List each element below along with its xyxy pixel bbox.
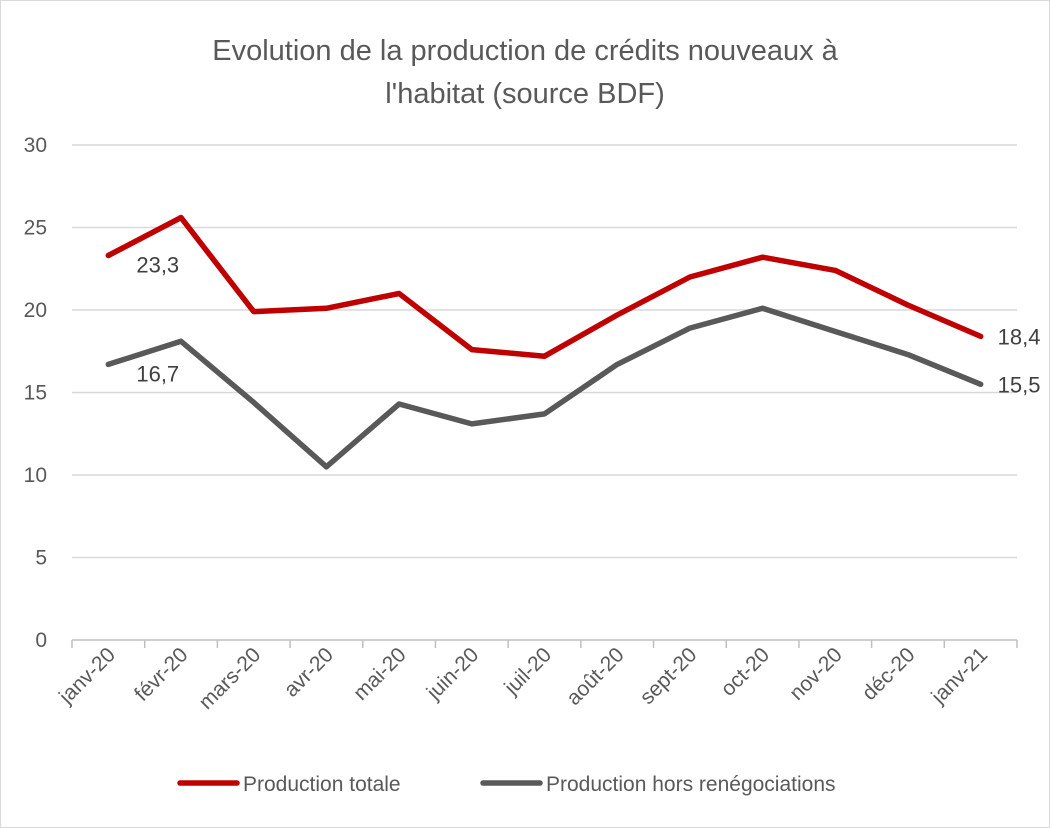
x-tick-label: févr-20 (130, 643, 192, 705)
y-tick-label: 0 (35, 629, 47, 652)
chart-title-line-1: Evolution de la production de crédits no… (212, 35, 838, 67)
x-tick-label: mars-20 (195, 643, 266, 714)
x-tick-label: janv-21 (927, 643, 993, 709)
y-axis-tick-labels: 0 5 10 15 20 25 30 (24, 134, 47, 652)
y-tick-label: 20 (24, 299, 47, 322)
x-tick-label: sept-20 (636, 643, 702, 709)
data-label: 16,7 (136, 361, 179, 386)
x-tick-label: mai-20 (349, 643, 411, 705)
data-label: 23,3 (136, 253, 179, 278)
chart-title: Evolution de la production de crédits no… (0, 30, 1050, 116)
x-tick-label: juil-20 (499, 643, 556, 700)
y-tick-label: 25 (24, 217, 47, 240)
x-tick-label: janv-20 (54, 643, 120, 709)
legend-label: Production totale (243, 773, 401, 796)
y-tick-label: 5 (35, 547, 47, 570)
x-tick-label: oct-20 (717, 643, 775, 701)
x-axis (71, 639, 1018, 648)
legend-label: Production hors renégociations (546, 773, 836, 796)
x-tick-label: août-20 (562, 643, 629, 710)
legend: Production totale Production hors renégoc… (177, 773, 836, 796)
series-line-2 (105, 305, 984, 470)
y-tick-label: 15 (24, 382, 47, 405)
series-line-1 (105, 214, 984, 359)
series-lines (105, 214, 984, 470)
x-tick-label: avr-20 (280, 643, 338, 701)
chart-title-line-2: l'habitat (source BDF) (385, 78, 665, 110)
x-axis-tick-labels: janv-20 févr-20 mars-20 avr-20 mai-20 juin-20… (54, 643, 992, 714)
data-label: 18,4 (998, 324, 1041, 349)
y-tick-label: 30 (24, 134, 47, 157)
data-label: 15,5 (998, 372, 1041, 397)
y-tick-label: 10 (24, 464, 47, 487)
x-tick-label: nov-20 (785, 643, 847, 705)
gridlines (72, 144, 1017, 559)
x-tick-label: juin-20 (422, 643, 484, 705)
x-tick-label: déc-20 (858, 643, 920, 705)
data-labels: 23,3 18,4 16,7 15,5 (136, 253, 1040, 398)
